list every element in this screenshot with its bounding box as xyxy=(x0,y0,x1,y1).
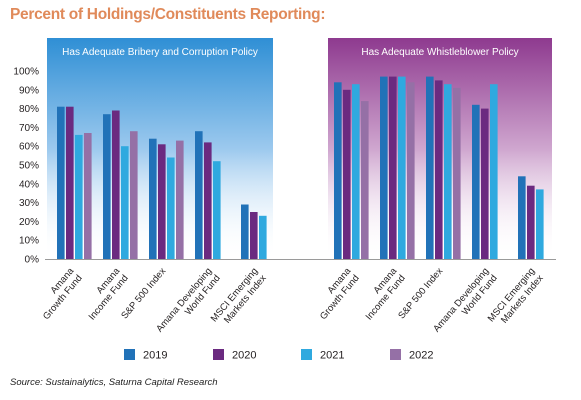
y-tick-label: 70% xyxy=(19,123,39,134)
bar-2022-panel2-cat2 xyxy=(407,82,415,259)
x-category-label: MSCI EmergingMarkets Index xyxy=(486,266,546,332)
y-tick-label: 20% xyxy=(19,217,39,228)
bar-2021-panel1-cat5 xyxy=(259,215,267,259)
bar-2020-panel1-cat5 xyxy=(250,212,258,259)
bar-2021-panel2-cat2 xyxy=(398,76,406,259)
bar-2020-panel1-cat1 xyxy=(66,106,74,259)
x-category-label: S&P 500 Index xyxy=(119,266,168,322)
bar-2020-panel2-cat2 xyxy=(389,76,397,259)
source-note: Source: Sustainalytics, Saturna Capital … xyxy=(10,377,218,388)
legend-swatch-2020 xyxy=(213,349,224,360)
x-category-label: AmanaGrowth Fund xyxy=(33,265,86,322)
bar-2019-panel2-cat3 xyxy=(426,76,434,259)
bar-2021-panel2-cat3 xyxy=(444,84,452,259)
legend-swatch-2022 xyxy=(390,349,401,360)
y-tick-label: 90% xyxy=(19,85,39,96)
y-tick-label: 80% xyxy=(19,104,39,115)
panel-title-2: Has Adequate Whistleblower Policy xyxy=(361,47,518,58)
bar-2020-panel2-cat1 xyxy=(343,89,351,259)
bar-2019-panel2-cat2 xyxy=(380,76,388,259)
bar-2019-panel1-cat2 xyxy=(103,114,111,259)
legend-label-2019: 2019 xyxy=(143,350,167,362)
bar-2019-panel1-cat4 xyxy=(195,131,203,259)
panel-title-1: Has Adequate Bribery and Corruption Poli… xyxy=(62,47,258,58)
y-tick-label: 100% xyxy=(13,67,39,78)
bar-2019-panel2-cat4 xyxy=(472,104,480,259)
bar-2020-panel1-cat4 xyxy=(204,142,212,259)
x-category-label: AmanaGrowth Fund xyxy=(310,265,363,322)
bar-2021-panel1-cat4 xyxy=(213,161,221,259)
bar-2019-panel1-cat3 xyxy=(149,138,157,259)
legend-label-2020: 2020 xyxy=(232,350,256,362)
bar-2021-panel1-cat3 xyxy=(167,157,175,259)
bar-2022-panel2-cat1 xyxy=(361,101,369,259)
y-tick-label: 60% xyxy=(19,142,39,153)
bar-2022-panel1-cat3 xyxy=(176,140,184,259)
y-tick-label: 10% xyxy=(19,236,39,247)
legend-label-2021: 2021 xyxy=(320,350,344,362)
bar-2019-panel2-cat1 xyxy=(334,82,342,259)
bar-2022-panel1-cat1 xyxy=(84,133,92,259)
x-category-label: S&P 500 Index xyxy=(396,266,445,322)
y-tick-label: 50% xyxy=(19,161,39,172)
legend-swatch-2021 xyxy=(301,349,312,360)
legend-label-2022: 2022 xyxy=(409,350,433,362)
bar-2019-panel2-cat5 xyxy=(518,176,526,259)
bar-2022-panel1-cat2 xyxy=(130,131,138,259)
bar-2021-panel1-cat1 xyxy=(75,134,83,259)
bar-2020-panel2-cat5 xyxy=(527,185,535,259)
bar-2021-panel2-cat5 xyxy=(536,189,544,259)
bar-2021-panel2-cat4 xyxy=(490,84,498,259)
bar-2021-panel2-cat1 xyxy=(352,84,360,259)
y-tick-label: 40% xyxy=(19,179,39,190)
bar-2019-panel1-cat5 xyxy=(241,204,249,259)
bar-2020-panel2-cat4 xyxy=(481,108,489,259)
x-category-label-line: S&P 500 Index xyxy=(119,266,168,322)
x-category-label-line: S&P 500 Index xyxy=(396,266,445,322)
y-tick-label: 0% xyxy=(25,255,40,266)
bar-2019-panel1-cat1 xyxy=(57,106,65,259)
page-title: Percent of Holdings/Constituents Reporti… xyxy=(10,6,326,23)
x-category-label: MSCI EmergingMarkets Index xyxy=(209,266,269,332)
bar-2020-panel1-cat2 xyxy=(112,110,120,259)
bar-2022-panel2-cat3 xyxy=(453,87,461,260)
bar-2021-panel1-cat2 xyxy=(121,146,129,259)
bar-2020-panel2-cat3 xyxy=(435,80,443,260)
bar-2020-panel1-cat3 xyxy=(158,144,166,259)
legend-swatch-2019 xyxy=(124,349,135,360)
y-tick-label: 30% xyxy=(19,198,39,209)
